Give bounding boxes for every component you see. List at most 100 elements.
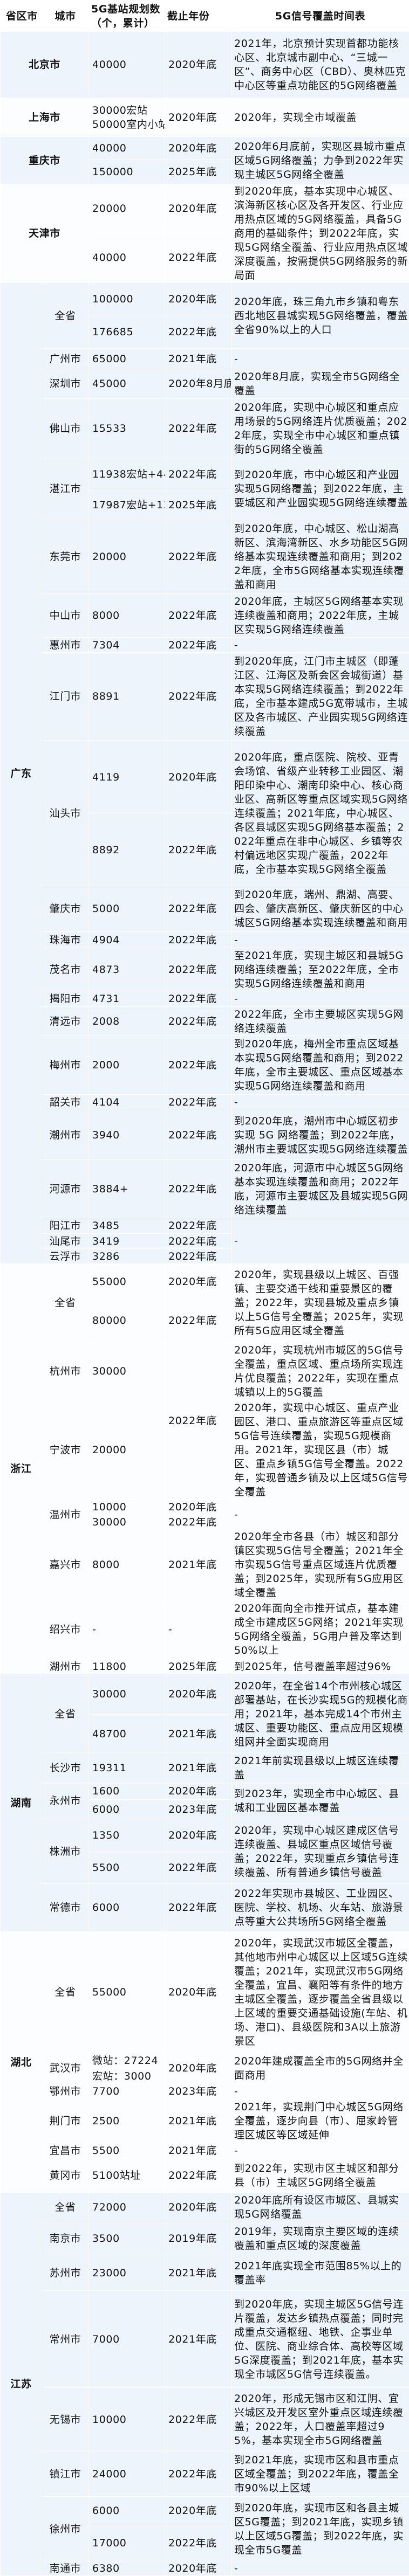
stations-cell: 80000 [89, 1300, 165, 1342]
stations-cell: 150000 [89, 160, 165, 184]
stations-cell: 20000 [89, 520, 165, 593]
city-cell: 韶关市 [42, 1095, 89, 1110]
city-cell: 深圳市 [42, 369, 89, 399]
province-cell: 天津市 [1, 184, 89, 283]
city-cell: 汕头市 [42, 741, 89, 886]
year-cell: 2022年底 [165, 2158, 231, 2193]
year-cell: 2020年底 [165, 2193, 231, 2222]
stations-cell: 30000 [89, 1674, 165, 1715]
coverage-cell: 2020年，实现中心城区建成区信号连续覆盖、县城区重点区域信号覆盖；2022年，… [231, 1819, 409, 1884]
coverage-cell: - [231, 932, 409, 948]
stations-cell: 8000 [89, 1530, 165, 1600]
city-cell: 绍兴市 [42, 1600, 89, 1659]
city-cell: 东莞市 [42, 520, 89, 593]
stations-cell: 2008 [89, 1007, 165, 1036]
year-cell: 2022年底 [165, 233, 231, 283]
city-cell: 揭阳市 [42, 991, 89, 1007]
stations-cell: 3940 [89, 1110, 165, 1160]
coverage-cell: 到2020年底，中心城区、松山湖高新区、滨海湾新区、水乡功能区5G网络基本实现连… [231, 520, 409, 593]
year-cell: 2020年底 [165, 1674, 231, 1715]
city-cell: 湖州市 [42, 1659, 89, 1674]
stations-cell: 3286 [89, 1249, 165, 1264]
year-cell: 2020年底 [165, 184, 231, 233]
province-cell: 上海市 [1, 98, 89, 137]
stations-cell: 3485 [89, 1218, 165, 1234]
stations-cell: 2000 [89, 1036, 165, 1095]
year-cell: 2021年底 [165, 1754, 231, 1783]
year-cell: 2020年底 [165, 1783, 231, 1800]
year-cell: 2022年底 [165, 932, 231, 948]
table-row: 绍兴市--2020年面向全市推开试点，基本建成全市建成区5G网络；2021年实现… [1, 1600, 409, 1659]
header-stations: 5G基站规划数（个，累计） [89, 1, 165, 32]
stations-cell: 20000 [89, 1401, 165, 1500]
coverage-cell: 2020年8月底，实现全市5G网络全覆盖 [231, 369, 409, 399]
year-cell: 2020年底 [165, 283, 231, 315]
stations-cell: 30000 [89, 1342, 165, 1401]
stations-cell: 8891 [89, 653, 165, 741]
year-cell: 2022年底 [165, 1095, 231, 1110]
stations-cell: 40000 [89, 233, 165, 283]
year-cell: 2021年底 [165, 1715, 231, 1754]
city-cell: 全省 [42, 1264, 89, 1342]
year-cell: 2020年底 [165, 741, 231, 814]
coverage-cell: 到2020年底，实现市区和各县主城区5G覆盖；到2021年底，实现乡镇以上区域5… [231, 2497, 409, 2561]
year-cell: 2022年底 [165, 1249, 231, 1264]
stations-cell: 11800 [89, 1659, 165, 1674]
header-province: 省区市 [1, 1, 42, 32]
province-cell: 江苏 [1, 2193, 42, 2576]
coverage-cell: 2020年，实现武汉市城区全覆盖，其他地市州中心城区以上区域5G连续覆盖；202… [231, 1932, 409, 2053]
stations-cell: 7700 [89, 2084, 165, 2099]
year-cell: 2023年底 [165, 1800, 231, 1819]
coverage-cell: - [231, 2143, 409, 2158]
coverage-cell: - [231, 991, 409, 1007]
city-cell: 常州市 [42, 2291, 89, 2388]
province-cell: 湖北 [1, 1932, 42, 2193]
year-cell: 2021年底 [165, 2099, 231, 2143]
year-cell: 2025年底 [165, 160, 231, 184]
stations-cell: 65000 [89, 349, 165, 369]
stations-cell: 19311 [89, 1754, 165, 1783]
city-cell: 温州市 [42, 1500, 89, 1530]
stations-cell: 55000 [89, 1264, 165, 1300]
province-cell: 广东 [1, 283, 42, 1264]
city-cell: 湛江市 [42, 458, 89, 520]
coverage-cell: 2020年面向全市推开试点，基本建成全市建成区5G网络；2021年实现5G网络全… [231, 1600, 409, 1659]
city-cell: 黄冈市 [42, 2158, 89, 2193]
province-cell: 湖南 [1, 1674, 42, 1932]
stations-cell: 6000 [89, 1884, 165, 1932]
city-cell: 武汉市 [42, 2053, 89, 2084]
stations-cell: - [89, 1600, 165, 1659]
city-cell: 株洲市 [42, 1819, 89, 1884]
province-cell: 重庆市 [1, 137, 89, 184]
year-cell: 2021年底 [165, 1530, 231, 1600]
coverage-cell: 到2022年，实现市区主城区和部分县（市）主城区5G网络全覆盖 [231, 2158, 409, 2193]
city-cell: 南京市 [42, 2222, 89, 2255]
year-cell: 2021年底 [165, 2255, 231, 2291]
stations-cell: 6000 [89, 1800, 165, 1819]
stations-cell: 8000 [89, 593, 165, 638]
